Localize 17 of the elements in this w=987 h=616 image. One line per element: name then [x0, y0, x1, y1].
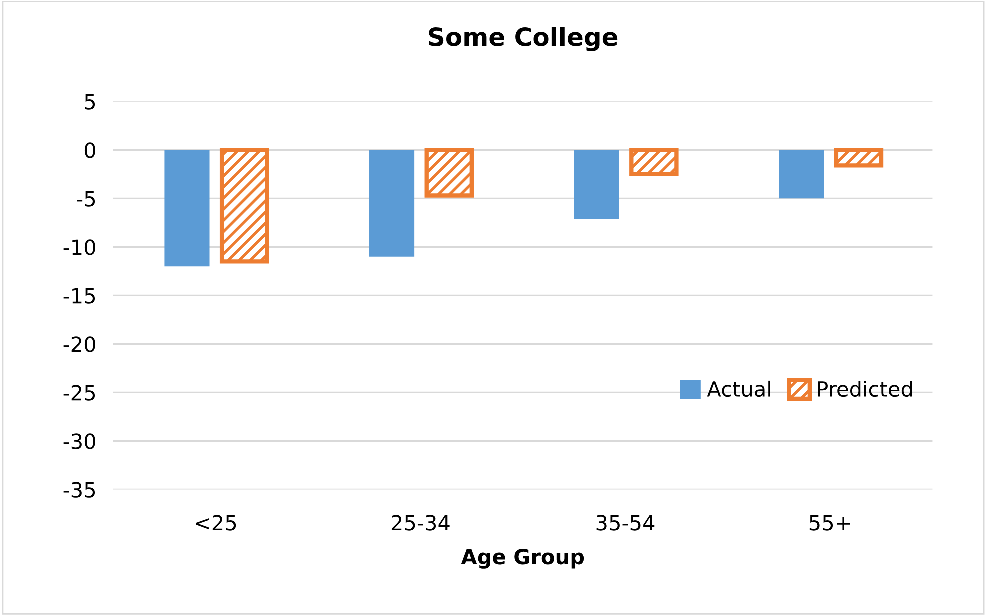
x-tick-label: <25 [196, 515, 236, 531]
legend-label: Actual [707, 380, 770, 398]
x-axis-title: Age Group [461, 548, 584, 569]
x-tick-label: 35-54 [596, 515, 655, 531]
y-tick-label: -5 [77, 191, 96, 207]
y-tick-label: -15 [64, 288, 96, 304]
chart-title: Some College [429, 27, 618, 52]
y-tick-label: -10 [64, 240, 96, 256]
y-tick-label: 5 [85, 94, 96, 110]
legend-label: Predicted [818, 380, 912, 398]
x-tick-label: 25-34 [392, 515, 450, 531]
y-tick-label: -30 [64, 434, 96, 450]
y-tick-label: -25 [64, 385, 96, 401]
y-tick-label: 0 [84, 142, 96, 158]
y-tick-label: -35 [64, 482, 96, 498]
y-tick-label: -20 [64, 336, 96, 352]
x-tick-label: 55+ [810, 515, 850, 531]
